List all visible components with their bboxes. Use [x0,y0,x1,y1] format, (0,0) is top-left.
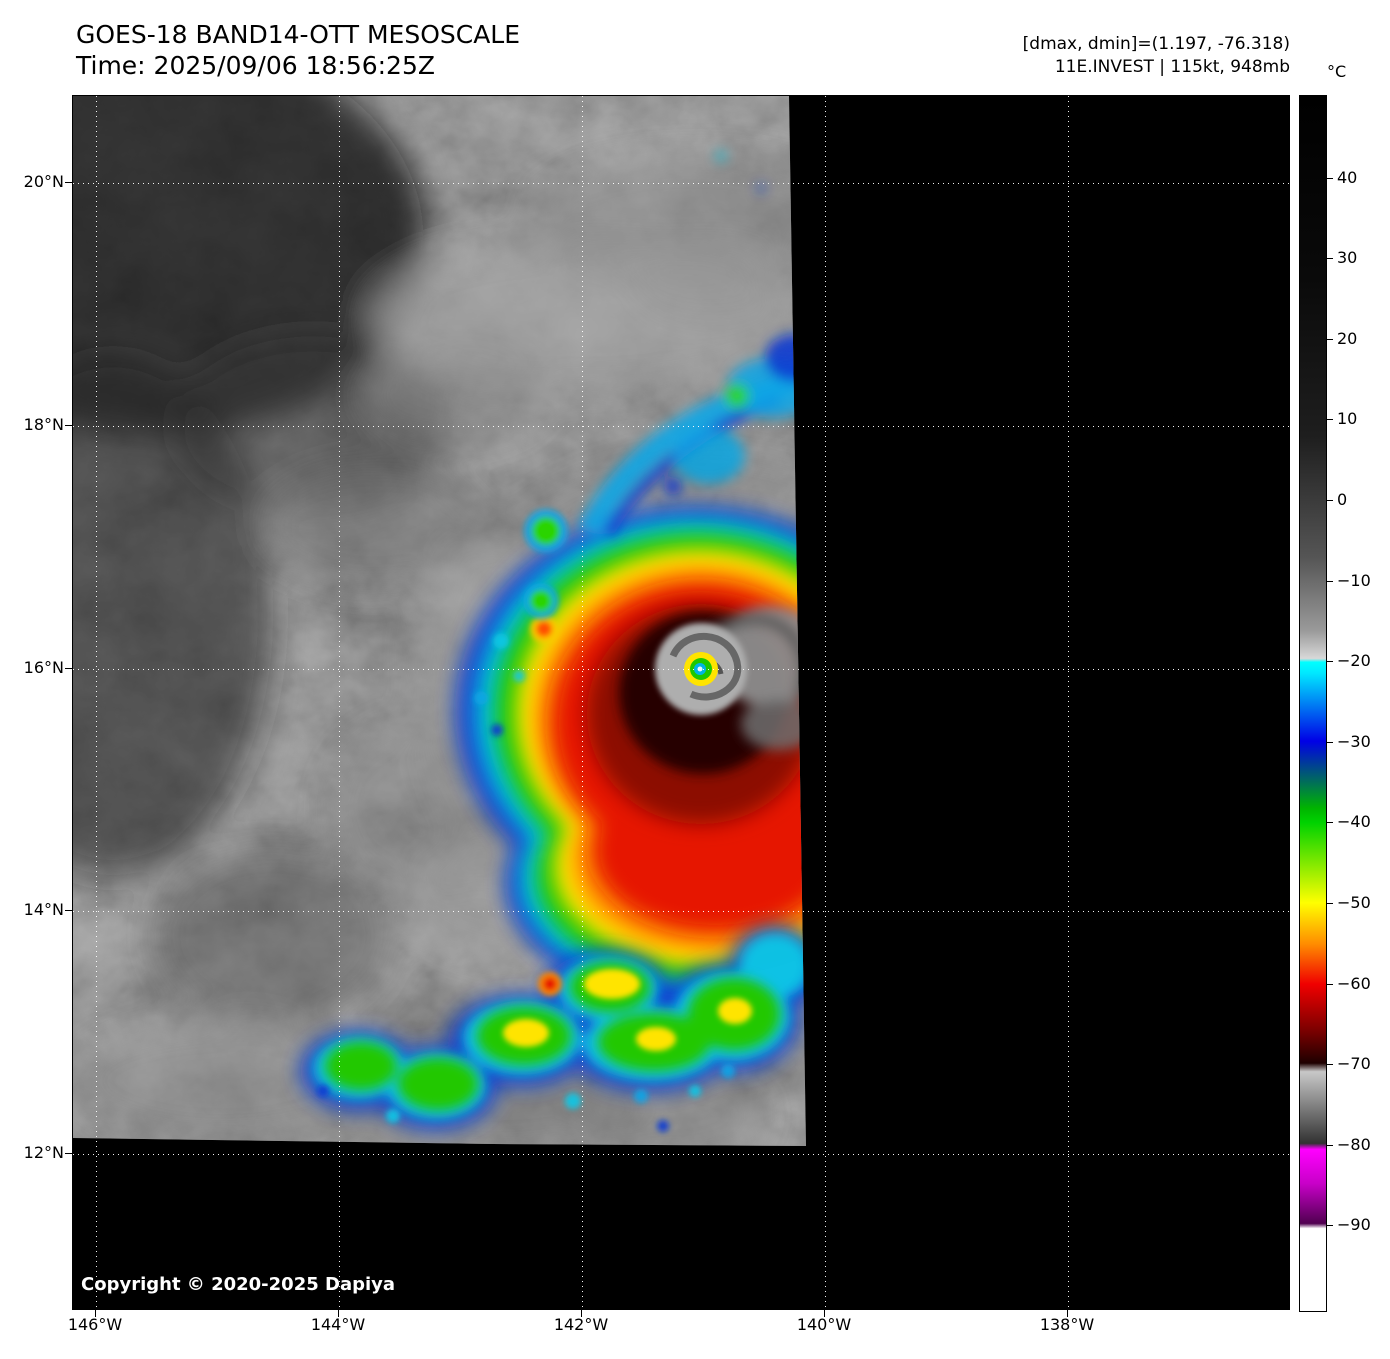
gridline-lat-16n [73,669,1289,670]
colorbar-tick-label: 30 [1337,248,1358,267]
cyclone [455,506,806,1005]
colorbar-tick-label: −40 [1337,812,1371,831]
lat-label: 16°N [23,658,64,677]
gridline-lon-144w [339,96,340,1309]
colorbar-unit: °C [1327,62,1347,81]
lon-label: 146°W [67,1315,123,1334]
colorbar-tick-label: 0 [1337,490,1348,509]
colorbar-tick-label: 10 [1337,409,1358,428]
map-plot: Copyright © 2020-2025 Dapiya [72,95,1290,1310]
colorbar-tick [1327,1225,1333,1226]
storm-info: 11E.INVEST | 115kt, 948mb [1054,57,1290,77]
colorbar-tick [1327,903,1333,904]
gridline-lon-146w [96,96,97,1309]
colorbar-tick [1327,1145,1333,1146]
timestamp: Time: 2025/09/06 18:56:25Z [76,51,435,80]
product-title: GOES-18 BAND14-OTT MESOSCALE [76,20,521,49]
gridline-lat-20n [73,183,1289,184]
colorbar-tick [1327,178,1333,179]
colorbar-tick [1327,742,1333,743]
colorbar-tick-label: −60 [1337,974,1371,993]
colorbar-tick-label: −20 [1337,651,1371,670]
axis-tick [581,1310,582,1317]
colorbar-tick [1327,661,1333,662]
satellite-image [73,96,806,1146]
colorbar-tick-label: −80 [1337,1135,1371,1154]
colorbar-tick-label: −50 [1337,893,1371,912]
lat-label: 14°N [23,900,64,919]
copyright: Copyright © 2020-2025 Dapiya [81,1274,396,1295]
axis-tick [1067,1310,1068,1317]
axis-tick [65,910,72,911]
lon-label: 144°W [310,1315,366,1334]
lat-label: 18°N [23,415,64,434]
colorbar-tick [1327,1064,1333,1065]
axis-tick [824,1310,825,1317]
colorbar-tick [1327,500,1333,501]
colorbar-tick [1327,984,1333,985]
west-specks [474,509,568,736]
gridline-lat-18n [73,426,1289,427]
lat-label: 20°N [23,172,64,191]
gridline-lon-138w [1068,96,1069,1309]
gridline-lon-140w [825,96,826,1309]
convective-band-south [300,926,806,1132]
axis-tick [65,668,72,669]
colorbar-tick [1327,581,1333,582]
axis-tick [338,1310,339,1317]
colorbar-tick-label: 20 [1337,329,1358,348]
header-info: [dmax, dmin]=(1.197, -76.318) 11E.INVEST… [1023,33,1290,79]
axis-tick [65,182,72,183]
colorbar-tick-label: −30 [1337,732,1371,751]
axis-tick [95,1310,96,1317]
west-hot-spot [530,615,558,643]
colorbar-tick-label: −70 [1337,1054,1371,1073]
gridline-lat-14n [73,911,1289,912]
lon-label: 142°W [553,1315,609,1334]
range-info: [dmax, dmin]=(1.197, -76.318) [1022,34,1290,54]
axis-tick [65,425,72,426]
axis-tick [65,1153,72,1154]
gridline-lon-142w [582,96,583,1309]
colorbar-tick [1327,339,1333,340]
lon-label: 138°W [1039,1315,1095,1334]
colorbar [1299,95,1327,1312]
colorbar-tick [1327,419,1333,420]
lon-label: 140°W [796,1315,852,1334]
colorbar-tick [1327,822,1333,823]
gridline-lat-12n [73,1154,1289,1155]
lat-label: 12°N [23,1143,64,1162]
colorbar-tick-label: −10 [1337,571,1371,590]
colorbar-tick-label: −90 [1337,1215,1371,1234]
colorbar-tick [1327,258,1333,259]
colorbar-tick-label: 40 [1337,168,1358,187]
